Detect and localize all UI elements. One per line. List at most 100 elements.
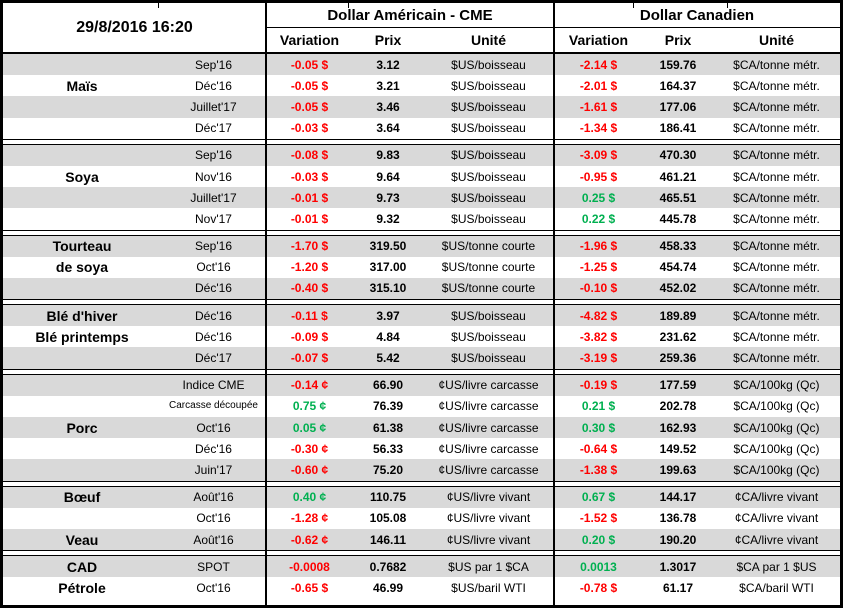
table-row-mais-1: Maïs Déc'16 -0.05 $ 3.21 $US/boisseau -2.01 $…	[3, 75, 840, 96]
us-unit-label: $US/boisseau	[451, 169, 526, 184]
ca-variation-value: -4.82 $	[579, 308, 618, 323]
contract-label: Déc'17	[195, 351, 232, 366]
us-unit-label: ¢US/livre carcasse	[438, 462, 539, 477]
ca-variation-value: -3.82 $	[579, 329, 618, 344]
commodity-label: Blé printemps	[35, 328, 129, 345]
commodity-label: Tourteau	[52, 238, 112, 255]
us-unit-label: ¢US/livre vivant	[446, 532, 531, 547]
us-variation-value: -0.0008	[289, 559, 330, 574]
commodity-label: Pétrole	[58, 579, 106, 596]
us-unit-label: $US/boisseau	[451, 121, 526, 136]
ca-unit-label: $CA/tonne métr.	[733, 329, 820, 344]
contract-label: Août'16	[193, 532, 234, 547]
us-prix-value: 9.83	[376, 148, 400, 163]
us-variation-value: -0.11 $	[291, 308, 328, 323]
us-variation-column-header: Variation	[279, 32, 340, 48]
report-datetime: 29/8/2016 16:20	[76, 18, 193, 36]
us-prix-value: 9.73	[376, 190, 400, 205]
ca-prix-value: 458.33	[659, 239, 697, 254]
ca-unit-label: $CA/tonne métr.	[733, 211, 820, 226]
section-divider-line	[265, 3, 267, 605]
contract-label: Nov'17	[195, 211, 232, 226]
ca-unit-label: $CA/100kg (Qc)	[733, 441, 820, 456]
ca-unit-label: $CA/tonne métr.	[733, 239, 820, 254]
section-divider-line	[553, 3, 555, 605]
table-row-cad-petrole-0: CAD SPOT -0.0008 0.7682 $US par 1 $CA 0.0013 1…	[3, 556, 840, 578]
us-dollar-section-header: Dollar Américain - CME Variation Prix Un…	[266, 3, 554, 52]
table-row-mais-3: Déc'17 -0.03 $ 3.64 $US/boisseau -1.34 $ 186.…	[3, 118, 840, 139]
ca-variation-value: -3.09 $	[579, 148, 618, 163]
ca-prix-value: 259.36	[659, 351, 697, 366]
ca-prix-column-header: Prix	[664, 32, 692, 48]
ca-variation-value: -0.19 $	[579, 378, 618, 393]
contract-label: Carcasse découpée	[169, 400, 258, 412]
us-variation-value: -1.20 $	[290, 260, 329, 275]
us-prix-value: 9.32	[376, 211, 400, 226]
us-variation-value: -0.30 ¢	[290, 441, 329, 456]
table-row-boeuf-veau-0: Bœuf Août'16 0.40 ¢ 110.75 ¢US/livre vivant 0…	[3, 486, 840, 508]
commodity-label: Bœuf	[63, 489, 101, 506]
us-unit-label: $US/tonne courte	[441, 260, 536, 275]
us-variation-value: -0.01 $	[290, 211, 329, 226]
ca-variation-value: -0.10 $	[579, 281, 618, 296]
table-row-mais-2: Juillet'17 -0.05 $ 3.46 $US/boisseau -1.61 $…	[3, 96, 840, 118]
us-prix-value: 4.84	[376, 329, 400, 344]
section-separator	[3, 138, 840, 145]
ca-unit-label: $CA/100kg (Qc)	[733, 378, 820, 393]
ca-unit-label: $CA/tonne métr.	[733, 78, 820, 93]
ca-prix-value: 461.21	[659, 169, 697, 184]
us-unite-column-header: Unité	[471, 32, 506, 48]
contract-label: Sep'16	[195, 57, 232, 72]
contract-label: Juillet'17	[190, 99, 237, 114]
us-variation-value: -1.28 ¢	[290, 511, 329, 526]
ca-variation-value: -1.52 $	[579, 511, 618, 526]
us-variation-value: -0.05 $	[290, 99, 329, 114]
ca-prix-value: 190.20	[659, 532, 697, 547]
us-variation-value: -0.65 $	[290, 580, 329, 595]
ca-prix-value: 177.59	[659, 378, 697, 393]
ca-variation-value: 0.22 $	[581, 211, 616, 226]
ca-prix-value: 202.78	[659, 399, 697, 414]
ca-variation-value: 0.21 $	[581, 399, 616, 414]
us-unit-label: ¢US/livre carcasse	[438, 399, 539, 414]
commodity-label: Blé d'hiver	[46, 307, 118, 324]
us-variation-value: -0.14 ¢	[290, 378, 329, 393]
us-prix-column-header: Prix	[374, 32, 402, 48]
us-unit-label: $US/boisseau	[451, 99, 526, 114]
contract-label: Juillet'17	[190, 190, 237, 205]
contract-label: Déc'16	[195, 281, 232, 296]
us-unit-label: ¢US/livre carcasse	[438, 441, 539, 456]
contract-label: SPOT	[197, 559, 230, 574]
us-variation-value: -0.60 ¢	[290, 462, 329, 477]
ca-variation-value: -1.96 $	[579, 239, 618, 254]
commodity-label: Maïs	[66, 77, 98, 94]
us-unit-label: ¢US/livre vivant	[446, 490, 531, 505]
us-unit-label: $US/boisseau	[451, 211, 526, 226]
section-separator	[3, 229, 840, 236]
ca-prix-value: 454.74	[659, 260, 697, 275]
table-row-tourteau-de-soya-0: Tourteau Sep'16 -1.70 $ 319.50 $US/tonne cou…	[3, 235, 840, 257]
ca-variation-value: -1.34 $	[579, 121, 618, 136]
table-row-porc-3: Déc'16 -0.30 ¢ 56.33 ¢US/livre carcasse -0.6…	[3, 438, 840, 459]
us-prix-value: 146.11	[369, 532, 407, 547]
us-unit-label: $US/boisseau	[451, 78, 526, 93]
section-separator	[3, 368, 840, 375]
ca-variation-value: -3.19 $	[579, 351, 618, 366]
us-prix-value: 317.00	[369, 260, 407, 275]
ca-prix-value: 189.89	[659, 308, 697, 323]
table-row-porc-1: Carcasse découpée 0.75 ¢ 76.39 ¢US/livre ca…	[3, 396, 840, 417]
column-tick	[633, 3, 634, 8]
ca-variation-value: -0.95 $	[579, 169, 618, 184]
commodity-label: Veau	[65, 531, 99, 548]
table-row-ble-1: Blé printemps Déc'16 -0.09 $ 4.84 $US/boisse…	[3, 326, 840, 347]
contract-label: Juin'17	[194, 462, 233, 477]
us-prix-value: 9.64	[376, 169, 400, 184]
us-unit-label: ¢US/livre carcasse	[438, 420, 539, 435]
table-header: 29/8/2016 16:20 Dollar Américain - CME V…	[3, 3, 840, 54]
ca-variation-column-header: Variation	[568, 32, 629, 48]
ca-prix-value: 445.78	[659, 211, 697, 226]
us-variation-value: 0.40 ¢	[292, 490, 327, 505]
contract-label: Indice CME	[182, 378, 245, 393]
ca-variation-value: -2.14 $	[579, 57, 618, 72]
ca-prix-value: 186.41	[659, 121, 697, 136]
